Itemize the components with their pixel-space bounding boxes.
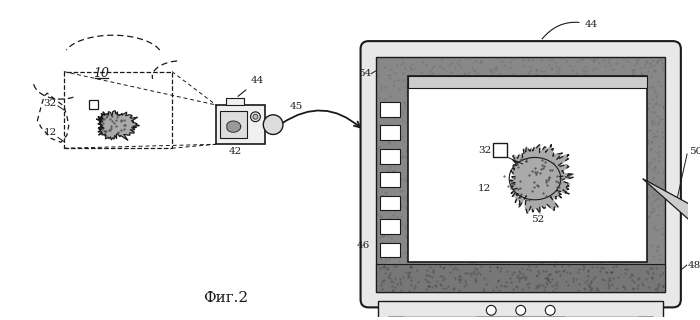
Bar <box>388 317 653 320</box>
Circle shape <box>263 115 283 134</box>
Circle shape <box>486 305 496 315</box>
Polygon shape <box>227 121 241 132</box>
Text: 45: 45 <box>290 102 303 111</box>
FancyBboxPatch shape <box>360 41 681 308</box>
Text: 52: 52 <box>531 215 544 224</box>
Circle shape <box>516 305 526 315</box>
Bar <box>477 317 565 320</box>
Bar <box>380 149 400 164</box>
Bar <box>380 102 400 116</box>
Circle shape <box>251 112 260 122</box>
Bar <box>380 172 400 187</box>
Circle shape <box>545 305 555 315</box>
Bar <box>380 243 400 257</box>
Bar <box>226 98 244 105</box>
Polygon shape <box>493 143 507 157</box>
Text: 12: 12 <box>478 184 491 193</box>
Bar <box>378 301 663 319</box>
Bar <box>377 264 665 292</box>
Text: 46: 46 <box>357 241 370 250</box>
Bar <box>220 111 247 138</box>
Polygon shape <box>90 100 98 109</box>
Text: 32: 32 <box>43 99 57 108</box>
Text: 54: 54 <box>358 69 372 78</box>
Text: 48: 48 <box>687 260 700 270</box>
Bar <box>407 76 648 88</box>
Polygon shape <box>643 179 700 225</box>
Bar <box>380 196 400 210</box>
Bar <box>380 125 400 140</box>
Text: 44: 44 <box>238 76 264 96</box>
Text: 44: 44 <box>542 20 598 39</box>
Bar <box>638 317 653 320</box>
Polygon shape <box>97 111 139 140</box>
Bar <box>64 72 172 148</box>
Text: 10: 10 <box>93 67 109 80</box>
Text: 42: 42 <box>229 147 242 156</box>
Text: 12: 12 <box>43 128 57 137</box>
Bar <box>380 219 400 234</box>
Text: Фиг.2: Фиг.2 <box>204 291 248 305</box>
Bar <box>407 76 648 262</box>
Circle shape <box>253 114 258 119</box>
Bar <box>377 57 665 292</box>
Text: 50: 50 <box>689 147 700 156</box>
Bar <box>388 317 404 320</box>
Text: 32: 32 <box>478 146 491 155</box>
Polygon shape <box>510 144 574 214</box>
Bar <box>216 105 265 144</box>
